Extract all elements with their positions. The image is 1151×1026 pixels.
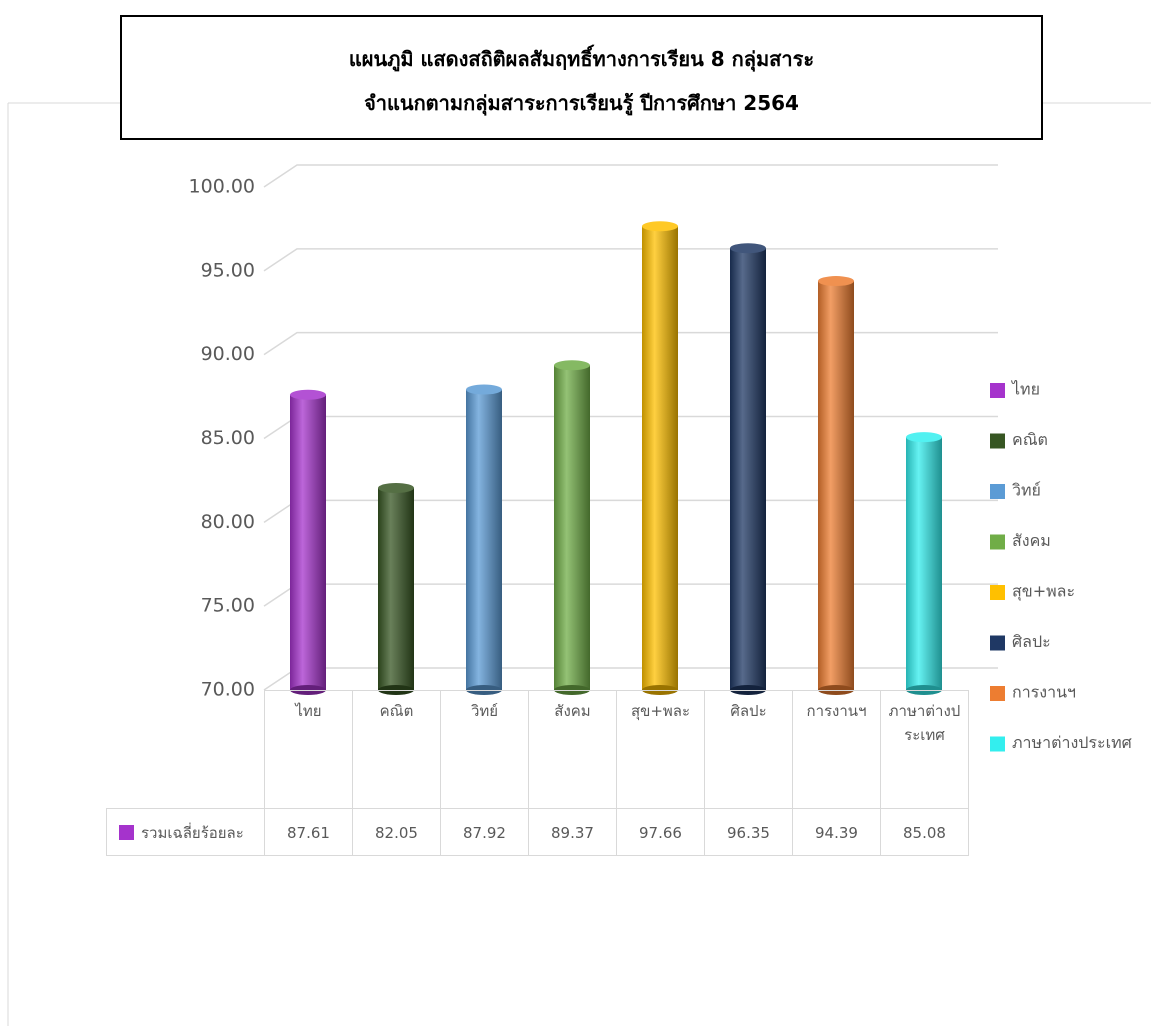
title-line: แผนภูมิ แสดงสถิติผลสัมฤทธิ์ทางการเรียน 8… (348, 47, 815, 71)
legend-swatch (990, 433, 1005, 449)
table-header-cell: การงานฯ (792, 690, 881, 809)
table-header-cell: คณิต (352, 690, 441, 809)
bar-cap (378, 482, 414, 493)
table-series-cell: รวมเฉลี่ยร้อยละ (106, 808, 265, 856)
legend-label: ภาษาต่างประเทศ (1012, 733, 1132, 752)
table-value-cell: 94.39 (792, 808, 881, 856)
legend-swatch (990, 484, 1005, 499)
bar (642, 226, 678, 690)
table-value-cell: 87.92 (440, 808, 529, 856)
table-value-cell: 89.37 (528, 808, 617, 856)
bar (906, 437, 942, 690)
y-tick-label: 95.00 (201, 259, 255, 281)
legend-swatch (990, 383, 1005, 398)
bar (554, 365, 590, 690)
table-header-cell: วิทย์ (440, 690, 529, 809)
bar-cap (466, 384, 502, 395)
bar-cap (554, 360, 590, 371)
bar (466, 389, 502, 690)
y-tick-label: 70.00 (201, 679, 255, 701)
y-tick-label: 75.00 (201, 595, 255, 617)
legend-label: ไทย (1010, 380, 1040, 399)
y-tick-label: 80.00 (201, 511, 255, 533)
bar-cap (818, 276, 854, 287)
y-tick-label: 90.00 (201, 343, 255, 365)
legend-swatch (990, 534, 1005, 550)
table-header-cell: ไทย (264, 690, 353, 809)
bar (730, 248, 766, 690)
table-value-cell: 96.35 (704, 808, 793, 856)
chart-title: แผนภูมิ แสดงสถิติผลสัมฤทธิ์ทางการเรียน 8… (120, 15, 1043, 140)
grid-line (263, 667, 998, 691)
legend-swatch (990, 736, 1005, 752)
y-tick-label: 85.00 (201, 427, 255, 449)
legend-swatch (990, 585, 1005, 600)
grid-line (263, 331, 998, 356)
legend-label: สังคม (1012, 531, 1051, 550)
title-line: จำแนกตามกลุ่มสาระการเรียนรู้ ปีการศึกษา … (364, 91, 799, 115)
table-value-cell: 82.05 (352, 808, 441, 856)
legend-label: สุข+พละ (1012, 582, 1075, 602)
grid-line (263, 499, 998, 523)
grid-line (263, 164, 998, 188)
legend-label: การงานฯ (1012, 683, 1076, 702)
table-header-cell: สุข+พละ (616, 690, 705, 809)
grid-line (263, 415, 998, 440)
grid-line (263, 248, 998, 272)
bar (818, 281, 854, 690)
y-tick-label: 100.00 (189, 176, 255, 198)
bar-cap (642, 221, 678, 232)
bar (378, 487, 414, 690)
table-header-cell: ศิลปะ (704, 690, 793, 809)
table-value-cell: 85.08 (880, 808, 969, 856)
legend-swatch (990, 635, 1005, 651)
legend-label: คณิต (1012, 430, 1048, 449)
table-series-swatch (119, 825, 134, 840)
table-value-cell: 97.66 (616, 808, 705, 856)
table-header-cell: สังคม (528, 690, 617, 809)
legend-label: ศิลปะ (1012, 632, 1051, 651)
legend-swatch (990, 686, 1005, 701)
table-value-cell: 87.61 (264, 808, 353, 856)
grid-line (263, 583, 998, 607)
legend-label: วิทย์ (1012, 481, 1041, 500)
bar-cap (730, 243, 766, 254)
bar-cap (906, 432, 942, 443)
bar-cap (290, 389, 326, 400)
bar (290, 394, 326, 690)
table-header-cell: ภาษาต่างประเทศ (880, 690, 969, 809)
